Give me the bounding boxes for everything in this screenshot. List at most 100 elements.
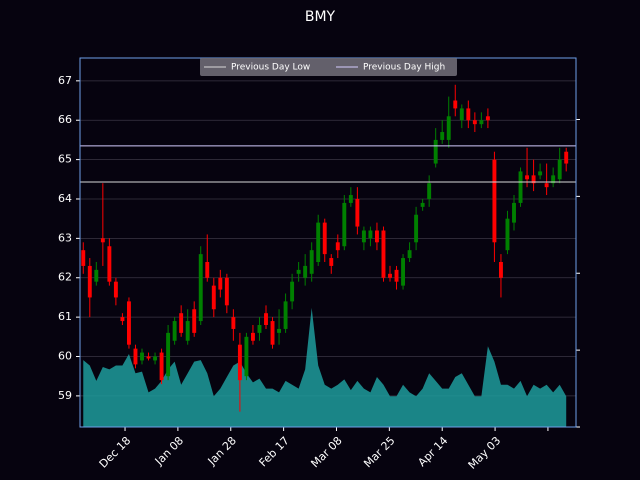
candle-body	[322, 222, 327, 255]
candle-body	[355, 198, 360, 227]
candle-body	[551, 175, 556, 184]
candle-body	[250, 332, 255, 341]
y-tick-label: 64	[58, 192, 72, 205]
y-tick-label: 66	[58, 113, 72, 126]
y-tick-label: 62	[58, 271, 72, 284]
candle-body	[466, 108, 471, 121]
y-tick-label: 59	[58, 389, 72, 402]
candle-body	[283, 301, 288, 329]
candle-body	[453, 100, 458, 109]
candle-body	[257, 325, 262, 333]
candle-body	[381, 230, 386, 278]
candle-body	[303, 265, 308, 278]
candle-body	[100, 238, 105, 243]
candle-body	[159, 352, 164, 381]
candle-body	[224, 277, 229, 306]
plot-frame	[79, 57, 577, 428]
candle-body	[361, 230, 366, 243]
candle-body	[264, 313, 268, 326]
legend-label: Previous Day Low	[231, 63, 310, 73]
candle-body	[407, 250, 412, 259]
x-tick-label: Apr 14	[415, 434, 450, 469]
candle-body	[427, 183, 432, 199]
candle-body	[335, 242, 340, 251]
candle-body	[107, 246, 112, 282]
candle-body	[290, 281, 295, 302]
candle-body	[329, 258, 334, 266]
x-tick-label: Feb 17	[257, 434, 292, 469]
candle-body	[512, 202, 516, 223]
candle-body	[237, 344, 242, 381]
candle-body	[94, 269, 99, 282]
candle-body	[87, 265, 92, 298]
candle-body	[446, 116, 451, 140]
y-tick-label: 63	[58, 231, 72, 244]
candle-body	[172, 321, 177, 341]
candle-body	[166, 332, 171, 377]
y-tick-label: 60	[58, 350, 72, 363]
candle-body	[525, 175, 530, 180]
candle-body	[133, 348, 138, 365]
candle-body	[492, 159, 497, 243]
candle-body	[485, 116, 490, 121]
legend-box	[200, 58, 457, 76]
candle-body	[198, 254, 203, 322]
y-tick-label: 61	[58, 310, 72, 323]
candle-body	[538, 171, 543, 176]
chart-title: BMY	[305, 9, 336, 25]
volume-area	[83, 307, 567, 427]
candle-body	[231, 317, 236, 329]
x-tick-label: Mar 08	[308, 434, 344, 470]
candle-body	[185, 321, 190, 341]
candle-body	[211, 285, 216, 310]
x-tick-label: Dec 18	[97, 434, 134, 471]
candle-body	[564, 151, 569, 164]
candle-body	[440, 132, 445, 140]
candle-body	[126, 301, 131, 345]
candle-body	[401, 258, 406, 286]
candle-body	[277, 328, 282, 333]
volume	[83, 307, 567, 427]
candle-body	[388, 273, 392, 278]
candle-body	[557, 159, 562, 180]
candle-body	[244, 336, 249, 377]
candle-body	[218, 277, 223, 290]
candle-body	[374, 230, 379, 243]
candle-body	[270, 321, 275, 345]
candle-body	[146, 356, 151, 359]
candle-body	[531, 175, 536, 184]
candle-body	[205, 261, 210, 278]
candle-body	[120, 317, 125, 322]
candle-body	[316, 222, 321, 262]
candle-body	[342, 202, 347, 247]
candle-body	[414, 214, 419, 243]
candle-body	[459, 108, 464, 121]
legend-label: Previous Day High	[363, 63, 445, 73]
x-tick-label: Mar 25	[361, 434, 397, 470]
candle-body	[348, 195, 353, 203]
candle-body	[309, 250, 314, 274]
candle-body	[479, 120, 484, 125]
candle-body	[394, 269, 399, 282]
x-tick-label: Jan 08	[152, 434, 186, 468]
candle-body	[498, 261, 503, 278]
candle-body	[472, 120, 477, 125]
candle-body	[113, 281, 118, 298]
candle-body	[81, 250, 86, 266]
candle-body	[296, 269, 301, 274]
candle-body	[179, 313, 184, 333]
candle-body	[368, 230, 373, 239]
x-tick-label: May 03	[466, 434, 504, 472]
candle-body	[505, 218, 510, 251]
y-tick-label: 65	[58, 153, 72, 166]
y-tick-label: 67	[58, 74, 72, 87]
candle-body	[420, 202, 425, 207]
candle-body	[433, 139, 438, 164]
candle-body	[192, 309, 197, 333]
candle-body	[518, 171, 523, 203]
legend: Previous Day Low Previous Day High	[200, 58, 457, 76]
candle-body	[140, 352, 144, 361]
candle-body	[544, 183, 549, 188]
candle-body	[153, 356, 158, 361]
